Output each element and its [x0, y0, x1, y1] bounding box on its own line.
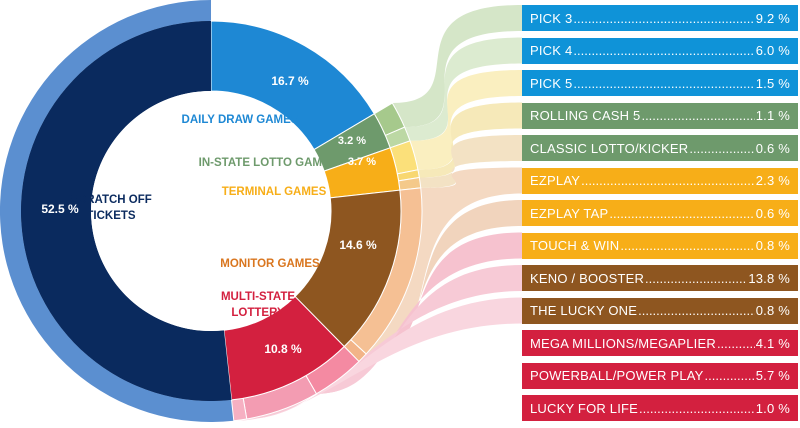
band-ezplay: [410, 70, 522, 170]
value-multi-state-lottery: 10.8 %: [264, 342, 302, 356]
inner-ring-labels: 52.5 % 16.7 % 3.2 % 3.7 % 14.6 % 10.8 % SCRATC…: [41, 74, 377, 356]
label-terminal-games: TERMINAL GAMES: [222, 186, 327, 198]
legend-item-ezplay-tap: EZPLAY TAP 0.6 %: [522, 200, 798, 226]
legend-label: PICK 5: [530, 75, 573, 91]
legend-label: PICK 3: [530, 10, 573, 26]
legend-item-mega-millions-megaplier: MEGA MILLIONS/MEGAPLIER 4.1 %: [522, 330, 798, 356]
inner-slice-scratch-off-band: [21, 21, 232, 401]
legend-value: 4.1 %: [755, 335, 790, 351]
legend-label: POWERBALL/POWER PLAY: [530, 368, 704, 383]
legend-item-touch-win: TOUCH & WIN 0.8 %: [522, 232, 798, 259]
legend-value: 0.8 %: [755, 238, 790, 253]
legend-value: 0.8 %: [755, 303, 790, 318]
donut-hole-cover: [91, 91, 331, 331]
label-multi-state-lottery-1: LOTTERY: [231, 307, 285, 319]
legend-label: PICK 4: [530, 43, 573, 58]
legend-value: 0.6 %: [755, 140, 790, 156]
legend-label: THE LUCKY ONE: [530, 303, 638, 318]
legend-leader-dots: [609, 206, 754, 221]
legend-label: CLASSIC LOTTO/KICKER: [530, 140, 689, 156]
label-daily-draw-games: DAILY DRAW GAMES: [182, 114, 299, 126]
band-lucky-for-life: [233, 297, 522, 421]
value-in-state-lotto-games: 3.2 %: [338, 135, 366, 147]
value-daily-draw-games: 16.7 %: [271, 74, 309, 88]
legend-value: 6.0 %: [755, 43, 790, 58]
legend-label: EZPLAY: [530, 173, 581, 188]
legend-leader-dots: [573, 76, 754, 91]
legend-leader-dots: [639, 401, 755, 416]
label-scratch-off-tickets: SCRATCH OFF: [70, 194, 152, 206]
legend-label: MEGA MILLIONS/MEGAPLIER: [530, 335, 716, 351]
value-monitor-games: 14.6 %: [339, 238, 377, 252]
legend-leader-dots: [717, 336, 755, 351]
label-in-state-lotto-games: IN-STATE LOTTO GAMES: [199, 157, 338, 169]
value-terminal-games: 3.7 %: [348, 156, 376, 168]
legend-value: 2.3 %: [755, 173, 790, 188]
band-powerball-power-play: [246, 265, 522, 419]
band-rolling-cash-5: [392, 5, 522, 128]
legend-item-keno-booster: KENO / BOOSTER 13.8 %: [522, 265, 798, 291]
value-scratch-off-tickets: 52.5 %: [41, 202, 79, 216]
legend-label: EZPLAY TAP: [530, 205, 609, 221]
label-multi-state-lottery: MULTI-STATE: [221, 291, 295, 303]
band-touch-win: [419, 135, 522, 188]
legend-item-pick-3: PICK 3 9.2 %: [522, 5, 798, 31]
legend-leader-dots: [641, 108, 754, 123]
band-keno-booster: [366, 167, 522, 354]
legend-leader-dots: [573, 43, 754, 58]
legend-item-rolling-cash-5: ROLLING CASH 5 1.1 %: [522, 102, 798, 129]
legend-item-the-lucky-one: THE LUCKY ONE 0.8 %: [522, 297, 798, 324]
band-mega-millions-megaplier: [316, 232, 522, 394]
legend-label: KENO / BOOSTER: [530, 270, 645, 286]
legend-leader-dots: [620, 238, 754, 253]
label-scratch-off-tickets-1: TICKETS: [86, 210, 136, 222]
connector-bands: [233, 5, 522, 421]
legend-leader-dots: [705, 368, 755, 383]
legend-value: 13.8 %: [748, 270, 790, 286]
legend: PICK 3 9.2 % PICK 4 6.0 % PICK 5 1.5 % ROLLING…: [522, 5, 798, 428]
inner-ring: [21, 20, 402, 401]
band-ezplay-tap: [417, 102, 522, 178]
legend-label: TOUCH & WIN: [530, 238, 620, 253]
legend-leader-dots: [581, 173, 755, 188]
label-monitor-games: MONITOR GAMES: [220, 258, 320, 270]
legend-label: LUCKY FOR LIFE: [530, 400, 639, 416]
legend-value: 1.0 %: [755, 400, 790, 416]
legend-item-classic-lotto-kicker: CLASSIC LOTTO/KICKER 0.6 %: [522, 135, 798, 161]
legend-leader-dots: [638, 303, 755, 318]
legend-value: 1.5 %: [755, 75, 790, 91]
legend-item-lucky-for-life: LUCKY FOR LIFE 1.0 %: [522, 395, 798, 421]
legend-item-powerball-power-play: POWERBALL/POWER PLAY 5.7 %: [522, 362, 798, 389]
legend-value: 5.7 %: [755, 368, 790, 383]
band-the-lucky-one: [358, 200, 522, 362]
legend-label: ROLLING CASH 5: [530, 108, 641, 123]
legend-value: 1.1 %: [755, 108, 790, 123]
legend-item-ezplay: EZPLAY 2.3 %: [522, 167, 798, 194]
band-classic-lotto-kicker: [404, 37, 522, 141]
legend-item-pick-4: PICK 4 6.0 %: [522, 37, 798, 64]
legend-item-pick-5: PICK 5 1.5 %: [522, 70, 798, 96]
legend-leader-dots: [645, 271, 747, 286]
legend-value: 9.2 %: [755, 10, 790, 26]
legend-leader-dots: [689, 141, 754, 156]
legend-leader-dots: [573, 11, 754, 26]
legend-value: 0.6 %: [755, 205, 790, 221]
